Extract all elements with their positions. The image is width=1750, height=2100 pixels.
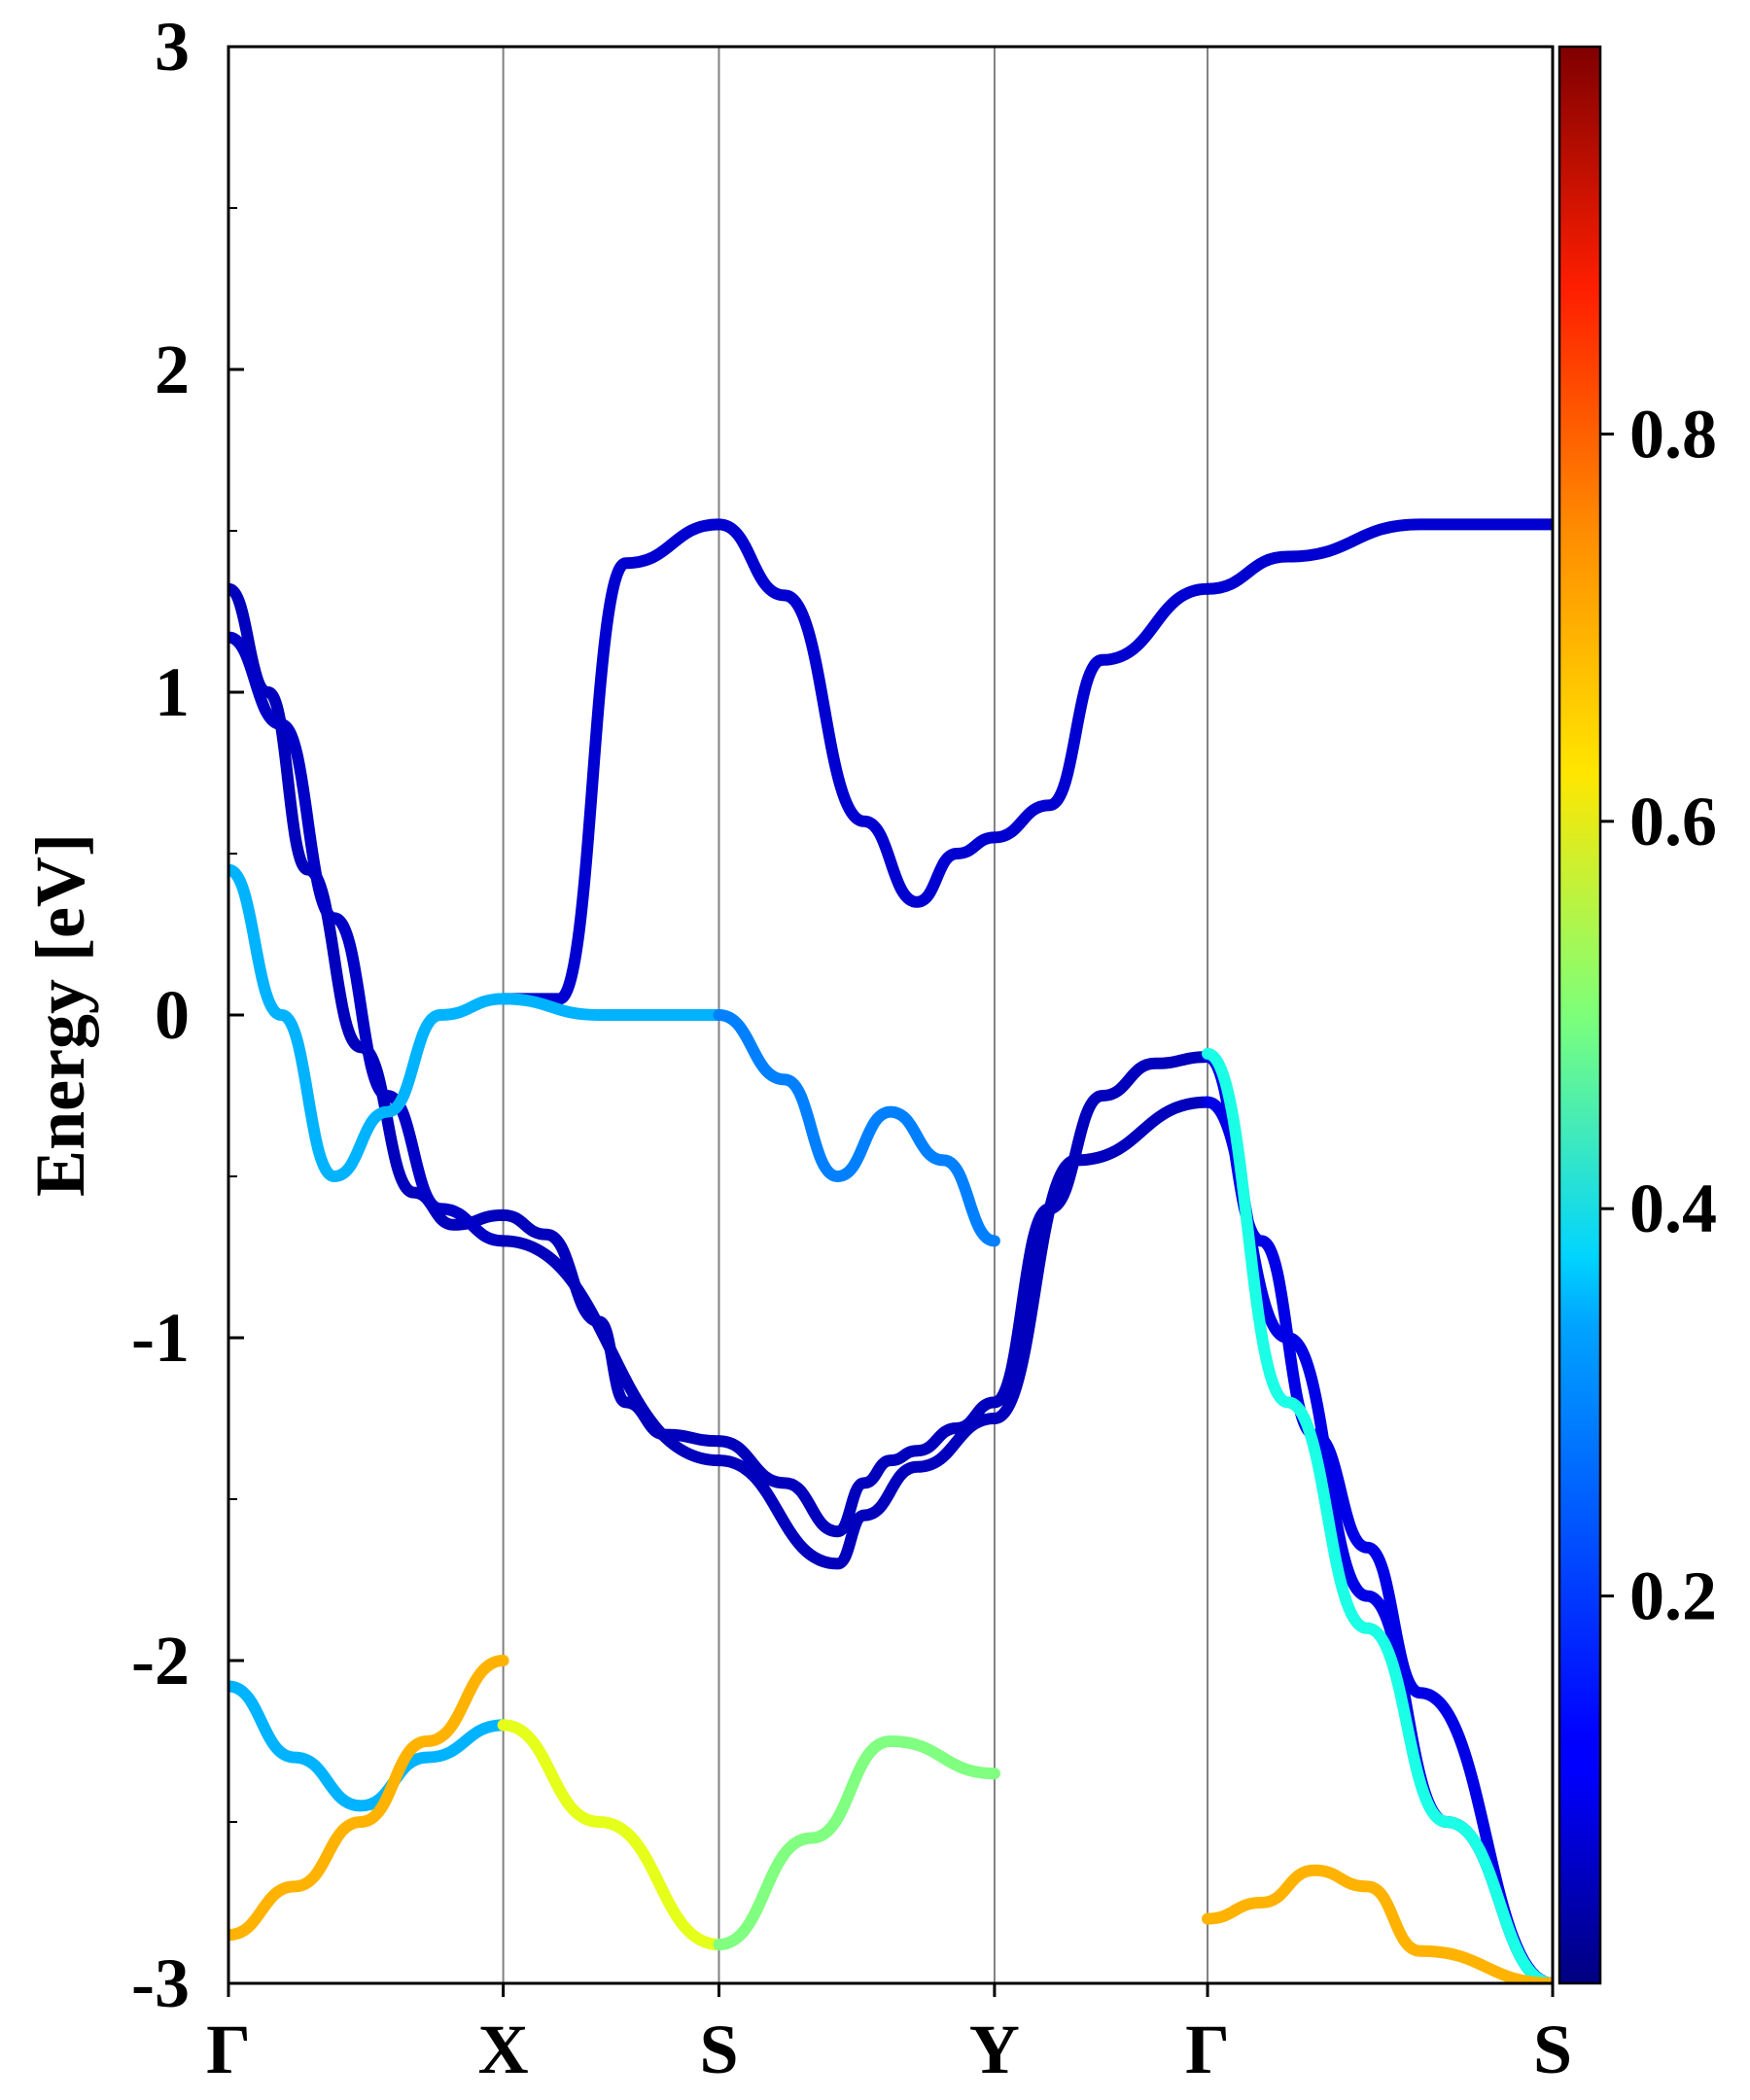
x-tick-label: Y <box>969 2011 1020 2088</box>
y-tick-label: 3 <box>155 8 190 86</box>
band-line <box>713 1413 1000 1570</box>
band-line <box>988 582 1214 844</box>
colorbar: 0.2 0.4 0.6 0.8 <box>1558 45 1717 1985</box>
x-tick-label: Γ <box>1185 2011 1230 2088</box>
band-line <box>713 1735 1000 1951</box>
band-line <box>497 1235 725 1467</box>
band-line <box>497 1719 725 1951</box>
band-line <box>228 863 509 1182</box>
band-line <box>228 1655 509 1942</box>
band-line <box>988 1051 1214 1409</box>
x-tick-label: X <box>478 2011 529 2088</box>
y-tick-label: 0 <box>155 976 190 1054</box>
colorbar-tick-label: 0.2 <box>1629 1558 1717 1635</box>
x-tick-label: S <box>699 2011 738 2088</box>
band-line <box>1202 1864 1553 1983</box>
x-tick-label: Γ <box>206 2011 251 2088</box>
y-axis-label: Energy [eV] <box>21 833 99 1197</box>
band-line <box>1202 1051 1553 1983</box>
band-line <box>713 1396 1000 1538</box>
band-line <box>228 1680 509 1812</box>
band-line <box>497 518 725 1005</box>
y-tick-label: -1 <box>131 1299 190 1377</box>
band-line <box>1202 1047 1553 1983</box>
plot-frame <box>227 45 1555 1985</box>
colorbar-tick-label: 0.4 <box>1629 1170 1717 1247</box>
colorbar-tick-label: 0.8 <box>1629 395 1717 472</box>
y-tick-label: 2 <box>155 331 190 408</box>
band-line <box>1202 518 1553 595</box>
x-tick-label: S <box>1533 2011 1572 2088</box>
band-lines <box>228 518 1553 1983</box>
band-line <box>988 1096 1214 1424</box>
colorbar-tick-label: 0.6 <box>1629 783 1717 860</box>
y-tick-label: -3 <box>131 1944 190 2022</box>
y-tick-label: -2 <box>131 1622 190 1699</box>
colorbar-ticks: 0.2 0.4 0.6 0.8 <box>1600 395 1717 1635</box>
y-tick-label: 1 <box>155 653 190 731</box>
band-line <box>497 993 725 1022</box>
y-axis-ticks: 3 2 1 0 -1 -2 -3 <box>131 8 244 2022</box>
colorbar-gradient <box>1558 45 1602 1985</box>
band-line <box>228 631 509 1247</box>
band-line <box>713 518 1000 908</box>
band-line <box>713 1009 1000 1247</box>
